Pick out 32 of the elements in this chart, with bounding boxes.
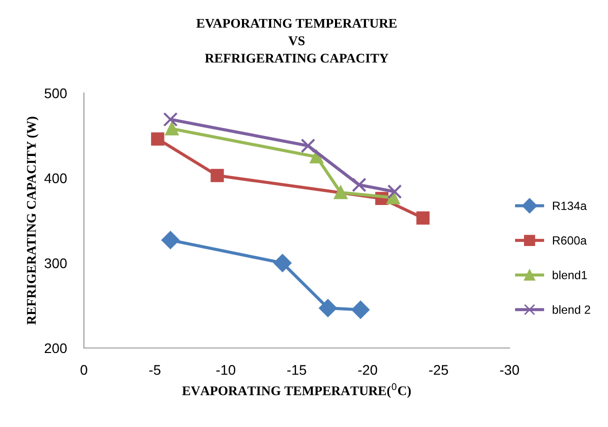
x-tick-label: -5 bbox=[149, 365, 160, 375]
legend-label: blend 2 bbox=[552, 305, 590, 314]
legend-label: R134a bbox=[552, 202, 587, 210]
point bbox=[162, 231, 180, 249]
point bbox=[310, 150, 324, 164]
y-tick-label: 400 bbox=[44, 173, 67, 184]
point bbox=[210, 168, 224, 182]
point bbox=[300, 138, 316, 154]
x-tick-label: -25 bbox=[429, 365, 448, 375]
point bbox=[416, 211, 430, 225]
y-axis-title: REFRIGERATING CAPACITY (W) bbox=[26, 116, 39, 325]
x-tick-label: -15 bbox=[287, 365, 306, 375]
y-tick-label: 500 bbox=[44, 88, 67, 98]
chart-title: EVAPORATING TEMPERATURE VS REFRIGERATING CAPACITY bbox=[196, 18, 397, 63]
point bbox=[319, 299, 337, 317]
point bbox=[163, 112, 178, 127]
y-tick-label: 200 bbox=[44, 343, 67, 354]
legend-label: R600a bbox=[552, 236, 587, 245]
point bbox=[165, 122, 178, 136]
point bbox=[151, 132, 164, 146]
y-tick-label: 300 bbox=[44, 258, 67, 268]
point bbox=[334, 186, 348, 200]
x-axis-title: EVAPORATING TEMPERATURE($^{0}$C) bbox=[182, 383, 411, 398]
point bbox=[274, 254, 292, 272]
point bbox=[352, 178, 366, 192]
point bbox=[352, 300, 370, 319]
point bbox=[387, 184, 402, 199]
x-tick-label: -10 bbox=[216, 365, 236, 375]
legend-label: blend1 bbox=[552, 270, 587, 280]
x-tick-label: -20 bbox=[358, 365, 378, 375]
x-tick-label: -30 bbox=[500, 365, 519, 375]
x-tick-label: 0 bbox=[80, 365, 88, 375]
